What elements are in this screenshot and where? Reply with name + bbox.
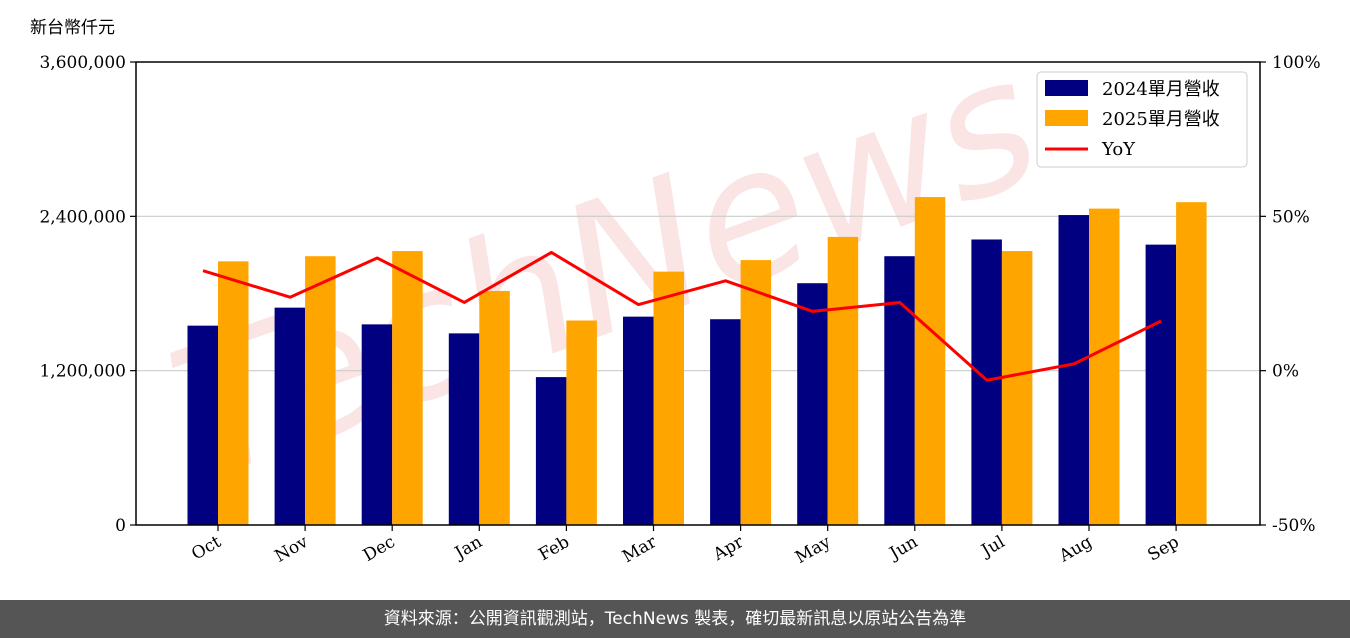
bar-2024-aug	[1058, 215, 1089, 525]
yoy-line-group	[202, 250, 1162, 382]
bar-2025-nov	[305, 256, 336, 525]
right-tick-label: 100%	[1272, 53, 1321, 73]
x-tick-label: Jul	[977, 532, 1009, 562]
bar-2024-jun	[884, 256, 915, 525]
bar-2024-apr	[710, 319, 741, 525]
bar-2025-dec	[392, 251, 423, 525]
right-tick-label: 0%	[1272, 362, 1299, 382]
bar-2025-jul	[1001, 251, 1033, 525]
x-tick-label: Oct	[188, 532, 224, 565]
bar-2024-jan	[448, 333, 480, 525]
legend-label-yoy: YoY	[1101, 139, 1136, 160]
left-axis-ticks: 0 1,200,000 2,400,000 3,600,000	[39, 53, 136, 536]
left-tick-label: 0	[115, 516, 126, 536]
legend-swatch-2024	[1045, 80, 1088, 96]
legend-label-2025: 2025單月營收	[1102, 109, 1220, 130]
bar-2024-jul	[971, 239, 1002, 525]
x-tick-label: Mar	[619, 532, 661, 568]
right-tick-label: 50%	[1272, 207, 1310, 227]
x-tick-label: Sep	[1144, 532, 1182, 566]
x-tick-label: Dec	[360, 532, 399, 566]
legend-swatch-2025	[1045, 110, 1088, 126]
bar-2025-aug	[1089, 208, 1120, 525]
bar-2025-apr	[740, 260, 772, 525]
bar-2025-may	[827, 236, 859, 525]
revenue-chart: TechNews 新台幣仟元 01,200,0002,400,0003,600,…	[30, 17, 1321, 568]
x-tick-label: Jan	[450, 532, 486, 564]
left-tick-label: 3,600,000	[39, 53, 126, 73]
bar-2024-mar	[623, 316, 654, 525]
bar-2025-feb	[566, 320, 597, 525]
bar-2025-oct	[218, 261, 249, 525]
bar-2025-jun	[914, 197, 946, 525]
y-axis-unit-label: 新台幣仟元	[30, 18, 115, 38]
legend-box	[1036, 71, 1248, 168]
x-tick-label: Nov	[272, 532, 312, 567]
x-tick-label: Jun	[885, 532, 922, 565]
bars-group	[187, 197, 1207, 526]
bar-2024-may	[797, 283, 828, 525]
plot-frame	[135, 61, 1261, 526]
bar-2025-jan	[479, 290, 510, 525]
right-tick-label: -50%	[1272, 516, 1316, 536]
bar-2024-dec	[361, 324, 393, 525]
right-axis-ticks: -50% 0% 50% 100%	[1260, 53, 1321, 536]
bar-2025-mar	[653, 271, 684, 525]
bar-2024-nov	[274, 307, 306, 525]
legend-label-2024: 2024單月營收	[1102, 79, 1220, 100]
left-tick-label: 1,200,000	[39, 362, 126, 382]
bar-2024-feb	[535, 377, 567, 525]
x-tick-label: Aug	[1055, 532, 1096, 567]
x-tick-label: Apr	[709, 532, 748, 566]
bar-2025-sep	[1176, 202, 1207, 526]
x-axis-ticks: Oct Nov Dec Jan Feb Mar Apr May Jun Jul Aug Sep	[188, 525, 1183, 568]
yoy-line	[202, 250, 1162, 382]
legend: 2024單月營收 2025單月營收 YoY	[1036, 71, 1248, 168]
source-footer: 資料來源：公開資訊觀測站，TechNews 製表，確切最新訊息以原站公告為準	[0, 600, 1350, 638]
left-tick-label: 2,400,000	[39, 207, 126, 227]
bar-2024-sep	[1145, 244, 1177, 525]
x-tick-label: May	[792, 532, 835, 568]
bar-2024-oct	[187, 325, 218, 525]
x-tick-label: Feb	[535, 532, 573, 565]
